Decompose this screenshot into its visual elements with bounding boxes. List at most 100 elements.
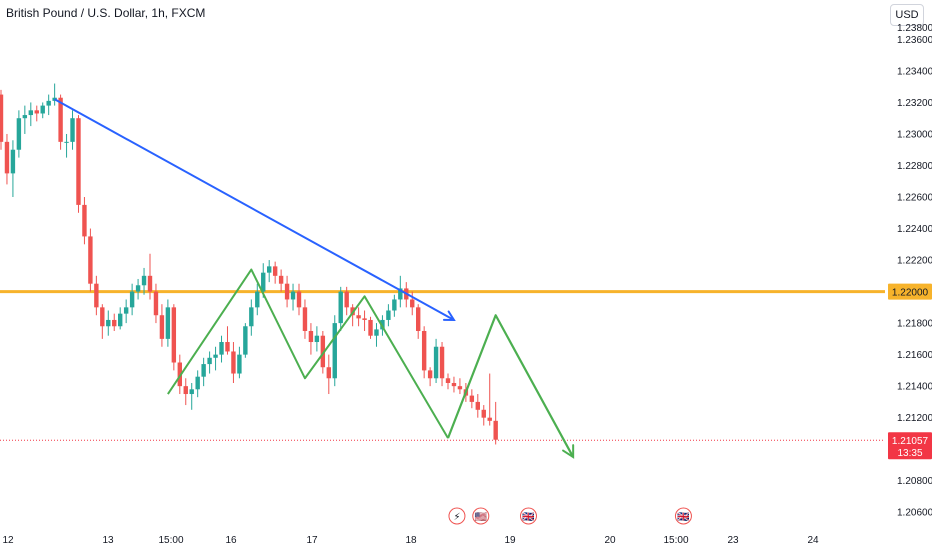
candle-body — [284, 283, 290, 300]
candle-body — [129, 291, 135, 308]
candle-body — [398, 288, 403, 300]
y-tick-label: 1.21200 — [897, 413, 932, 424]
candle-body — [332, 323, 337, 379]
candle-body — [100, 307, 105, 327]
candle-body — [410, 299, 415, 308]
candle-body — [445, 378, 451, 383]
bar-countdown-label: 13:35 — [897, 448, 922, 459]
candle-body — [338, 291, 343, 324]
currency-selector-button[interactable]: USD — [890, 4, 924, 26]
candle-body — [487, 417, 492, 421]
candle-body — [88, 236, 93, 284]
uk-flag-icon-bg[interactable] — [674, 507, 692, 525]
candle-body — [0, 94, 4, 142]
candle-body — [153, 291, 159, 316]
y-tick-label: 1.23800 — [897, 23, 932, 34]
candle-body — [4, 141, 10, 174]
candle-body — [76, 118, 81, 205]
candle-body — [207, 357, 212, 365]
chart-title: British Pound / U.S. Dollar, 1h, FXCM — [6, 6, 206, 20]
candle-body — [201, 364, 206, 377]
candle-body — [16, 118, 22, 150]
candle-body — [64, 141, 69, 143]
y-tick-label: 1.23400 — [897, 66, 932, 77]
candle-body — [171, 307, 177, 363]
candle-body — [320, 335, 326, 368]
us-flag-icon-bg[interactable] — [472, 507, 490, 525]
candle-body — [123, 307, 129, 314]
candle-body — [46, 100, 51, 106]
x-tick-label: 18 — [405, 535, 417, 546]
candle-body — [326, 367, 331, 379]
x-tick-label: 15:00 — [158, 535, 183, 546]
candle-body — [183, 386, 188, 395]
uk-flag-icon-bg[interactable] — [519, 507, 537, 525]
candle-body — [237, 354, 242, 374]
y-tick-label: 1.20600 — [897, 508, 932, 519]
candle-body — [141, 275, 147, 286]
candle-body — [249, 307, 254, 327]
candle-body — [392, 299, 397, 311]
candle-body — [368, 319, 373, 336]
uk-flag-icon[interactable]: 🇬🇧 — [677, 511, 690, 523]
candle-body — [481, 409, 486, 418]
x-tick-label: 12 — [2, 535, 14, 546]
candle-body — [159, 315, 165, 339]
y-tick-label: 1.22200 — [897, 256, 932, 267]
trendline-arrowhead — [442, 310, 456, 321]
candle-body — [34, 110, 39, 114]
candle-body — [94, 283, 99, 308]
x-tick-label: 16 — [225, 535, 237, 546]
candle-body — [267, 266, 272, 273]
candle-body — [255, 291, 260, 308]
x-tick-label: 15:00 — [663, 535, 688, 546]
y-tick-label: 1.22600 — [897, 193, 932, 204]
candle-body — [225, 342, 230, 352]
flash-icon[interactable]: ⚡ — [453, 512, 460, 523]
candle-body — [112, 319, 117, 327]
candle-body — [296, 291, 302, 308]
x-tick-label: 13 — [102, 535, 114, 546]
candle-body — [469, 395, 475, 402]
candle-body — [308, 330, 314, 343]
candle-body — [135, 285, 141, 292]
y-tick-label: 1.21400 — [897, 382, 932, 393]
candle-body — [356, 315, 361, 319]
candle-body — [243, 326, 248, 355]
level-price-badge — [888, 283, 932, 300]
current-price-label: 1.21057 — [892, 436, 929, 447]
y-tick-label: 1.20800 — [897, 476, 932, 487]
y-tick-label: 1.21800 — [897, 319, 932, 330]
us-flag-icon[interactable]: 🇺🇸 — [475, 511, 488, 523]
y-tick-label: 1.23000 — [897, 129, 932, 140]
candle-body — [195, 376, 200, 390]
candle-body — [344, 291, 349, 308]
candle-body — [493, 420, 498, 440]
candle-body — [427, 370, 433, 379]
y-tick-label: 1.21600 — [897, 350, 932, 361]
candle-body — [457, 386, 463, 390]
candle-body — [58, 97, 63, 142]
candle-body — [433, 346, 439, 379]
x-tick-label: 24 — [807, 535, 819, 546]
candle-body — [213, 354, 218, 358]
candle-body — [386, 310, 391, 320]
x-tick-label: 23 — [727, 535, 739, 546]
level-price-label: 1.22000 — [892, 288, 929, 299]
x-tick-label: 20 — [604, 535, 616, 546]
uk-flag-icon[interactable]: 🇬🇧 — [522, 511, 535, 523]
x-tick-label: 19 — [504, 535, 516, 546]
projection-arrowhead — [562, 444, 575, 459]
candle-body — [177, 362, 182, 387]
y-tick-label: 1.22800 — [897, 161, 932, 172]
candle-body — [314, 335, 320, 343]
candle-body — [231, 351, 236, 374]
candle-body — [374, 329, 379, 336]
candle-body — [475, 401, 480, 410]
candle-body — [82, 204, 87, 237]
flash-icon-bg[interactable] — [448, 507, 466, 525]
candle-body — [10, 149, 16, 174]
candle-body — [22, 115, 28, 119]
candle-body — [272, 266, 278, 276]
